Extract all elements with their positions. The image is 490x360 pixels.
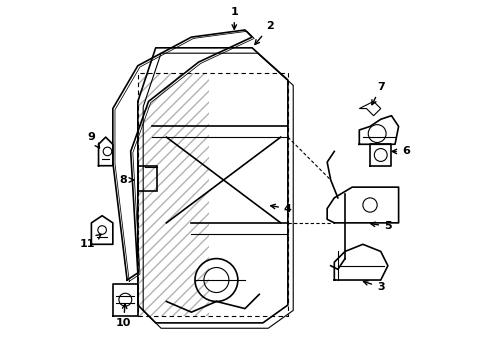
Text: 4: 4 [270, 203, 292, 213]
Text: 8: 8 [120, 175, 134, 185]
Text: 11: 11 [80, 234, 101, 249]
Text: 9: 9 [87, 132, 99, 148]
Bar [138, 73, 209, 316]
Text: 2: 2 [255, 21, 274, 45]
Text: 6: 6 [392, 147, 410, 157]
Bar [138, 166, 157, 191]
Text: 5: 5 [371, 221, 392, 231]
Text: 10: 10 [116, 304, 131, 328]
Text: 7: 7 [372, 82, 385, 105]
Text: 1: 1 [230, 7, 238, 29]
Polygon shape [359, 102, 381, 116]
Text: 3: 3 [364, 281, 385, 292]
